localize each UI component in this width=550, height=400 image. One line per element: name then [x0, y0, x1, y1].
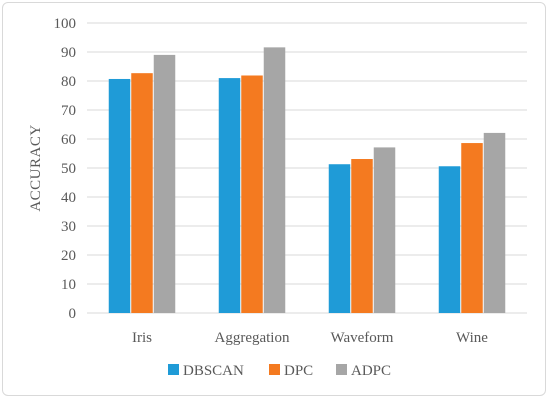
x-category-label: Iris [132, 330, 152, 346]
bar-dbscan-iris [108, 78, 131, 313]
bar-dpc-aggregation [241, 75, 263, 314]
legend-label: DBSCAN [183, 363, 244, 379]
legend-label: DPC [284, 363, 313, 379]
x-category-label: Waveform [331, 330, 394, 346]
y-tick-label: 10 [61, 277, 76, 293]
y-tick-label: 70 [61, 103, 76, 119]
bar-dpc-waveform [351, 159, 373, 313]
gridlines [87, 22, 527, 314]
bar-dbscan-waveform [328, 164, 351, 313]
y-tick-label: 100 [54, 16, 77, 32]
bar-adpc-iris [153, 54, 176, 314]
legend-swatch [168, 364, 179, 375]
legend-swatch [269, 364, 280, 375]
bars [108, 47, 506, 314]
y-tick-label: 90 [61, 45, 76, 61]
bar-dpc-wine [461, 143, 483, 313]
bar-adpc-wine [483, 132, 506, 313]
bar-dbscan-wine [438, 166, 461, 313]
x-category-label: Aggregation [215, 330, 290, 346]
y-tick-label: 40 [61, 190, 76, 206]
y-axis-label: ACCURACY [28, 124, 44, 211]
bar-dpc-iris [131, 73, 153, 313]
legend: DBSCAN DPC ADPC [168, 363, 391, 379]
y-tick-label: 20 [61, 248, 76, 264]
bar-adpc-aggregation [263, 47, 286, 314]
y-tick-label: 80 [61, 74, 76, 90]
y-tick-label: 60 [61, 132, 76, 148]
legend-swatch [336, 364, 347, 375]
y-tick-label: 0 [69, 306, 77, 322]
bar-dbscan-aggregation [218, 78, 241, 313]
legend-label: ADPC [351, 363, 391, 379]
y-tick-label: 50 [61, 161, 76, 177]
y-tick-label: 30 [61, 219, 76, 235]
bar-adpc-waveform [373, 147, 396, 313]
y-axis-ticks: 0 10 20 30 40 50 60 70 80 90 100 [54, 16, 77, 322]
x-category-label: Wine [456, 330, 488, 346]
x-axis-categories: Iris Aggregation Waveform Wine [132, 330, 488, 346]
